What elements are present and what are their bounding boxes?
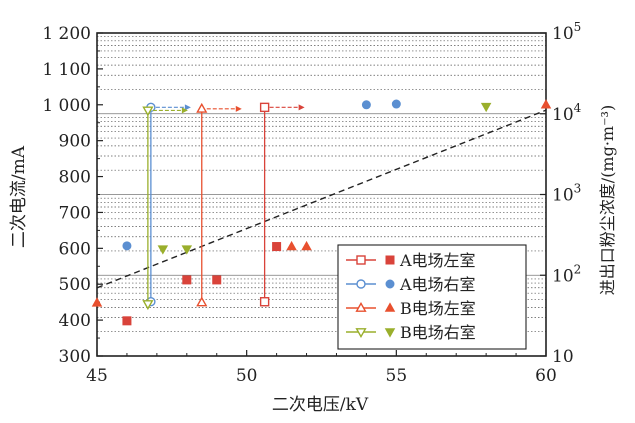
x-axis-label: 二次电压/kV (272, 395, 369, 415)
y-tick-label: 700 (59, 203, 91, 223)
current-marker (540, 99, 552, 109)
y-axis-label: 二次电流/mA (9, 145, 29, 248)
current-markers (91, 99, 552, 326)
x-tick-label: 45 (86, 366, 108, 386)
legend-marker-filled (384, 302, 396, 312)
y-tick-label: 600 (59, 239, 91, 259)
y-tick-label: 500 (59, 275, 91, 295)
inlet-concentration-marker (142, 106, 154, 117)
y2-tick-label: 104 (552, 101, 582, 125)
legend-marker-hollow (355, 301, 367, 312)
legend-marker-hollow (355, 328, 367, 339)
y2-tick-label: 103 (552, 182, 581, 206)
arrow-head (184, 104, 191, 111)
current-marker (182, 275, 192, 285)
current-marker (181, 245, 193, 255)
y-tick-label: 800 (59, 168, 91, 188)
concentration-markers (142, 102, 305, 311)
current-marker (122, 241, 132, 251)
y-tick-label: 400 (59, 311, 91, 331)
legend: A电场左室 A电场右室 B电场左室 B电场右室 (337, 244, 527, 350)
x-tick-label: 55 (386, 366, 408, 386)
y-tick-label: 1 100 (42, 60, 91, 80)
axes: 45 50 55 60 300 400 500 600 700 800 900 1 000 1 100 1… (42, 20, 581, 386)
y-tick-label: 300 (59, 347, 91, 367)
trend-line (96, 109, 547, 289)
y-tick-label: 1 200 (42, 24, 91, 44)
y2-axis-label: 进出口粉尘浓度/(mg·m⁻³) (598, 105, 617, 295)
arrow-head (298, 104, 305, 111)
legend-label: A电场左室 (399, 251, 476, 270)
outlet-concentration-marker (142, 300, 154, 311)
current-marker (272, 242, 282, 252)
y2-tick-label: 10 (552, 347, 574, 367)
grid-lines (97, 36, 546, 333)
current-marker (391, 99, 401, 109)
current-marker (480, 102, 492, 113)
current-marker (91, 297, 103, 307)
legend-marker-hollow (356, 255, 366, 265)
y2-tick-label: 105 (552, 20, 581, 44)
current-marker (212, 275, 222, 285)
legend-marker-filled (385, 279, 395, 289)
arrow-head (235, 105, 242, 112)
legend-label: B电场左室 (400, 299, 476, 318)
current-marker (301, 240, 312, 251)
x-tick-label: 50 (236, 366, 258, 386)
legend-label: B电场右室 (400, 323, 476, 342)
current-marker (286, 240, 297, 251)
x-tick-label: 60 (535, 366, 557, 386)
trend-line-path (96, 109, 547, 289)
legend-marker-hollow (356, 279, 366, 289)
current-marker (361, 100, 371, 110)
arrow-head (181, 107, 188, 114)
y-tick-label: 900 (59, 132, 91, 152)
legend-marker-filled (384, 328, 396, 338)
outlet-concentration-marker (259, 297, 270, 307)
current-marker (157, 245, 169, 255)
current-marker (122, 316, 132, 326)
outlet-concentration-marker (196, 296, 208, 307)
inlet-concentration-marker (259, 102, 270, 113)
y-tick-label: 1 000 (42, 96, 91, 116)
legend-label: A电场右室 (399, 275, 476, 294)
y2-tick-label: 102 (552, 262, 581, 286)
inlet-concentration-marker (196, 102, 208, 113)
legend-marker-filled (385, 255, 395, 265)
